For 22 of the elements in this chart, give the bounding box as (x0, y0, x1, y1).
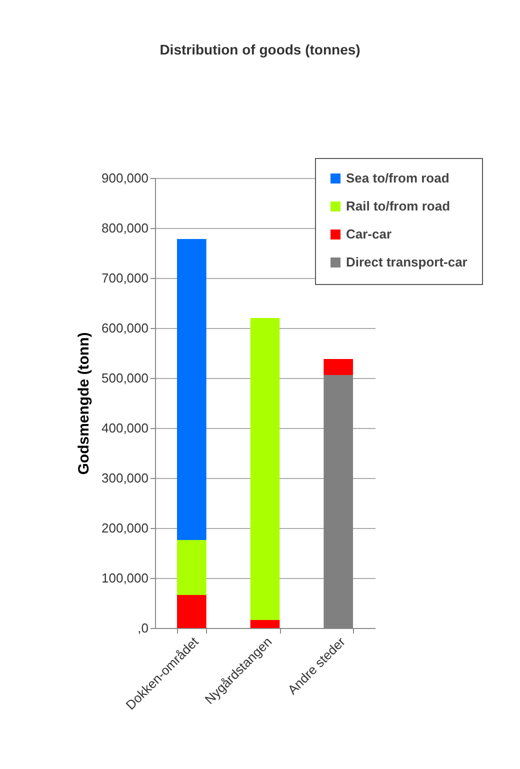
bar (324, 359, 353, 375)
legend-label: Rail to/from road (346, 198, 450, 214)
y-tick-label: 300,000 (102, 470, 148, 486)
chart-title: Distribution of goods (tonnes) (160, 42, 360, 58)
legend-label: Car-car (346, 226, 392, 242)
y-tick-label: 400,000 (102, 420, 148, 436)
bar (177, 540, 206, 595)
bar (177, 239, 206, 540)
bar (177, 595, 206, 628)
y-tick-label: 500,000 (102, 370, 148, 386)
y-tick-label: 100,000 (102, 570, 148, 586)
bar (250, 318, 280, 620)
y-tick-label: 700,000 (102, 270, 148, 286)
y-tick-label: 200,000 (102, 520, 148, 536)
y-tick-label: 900,000 (102, 170, 148, 186)
legend-label: Direct transport-car (346, 254, 468, 270)
legend-label: Sea to/from road (346, 170, 450, 186)
y-tick-label: ,0 (138, 620, 148, 636)
y-tick-label: 600,000 (102, 320, 148, 336)
y-axis-title: Godsmengde (tonn) (76, 332, 93, 475)
bar (250, 620, 280, 628)
y-tick-label: 800,000 (102, 220, 148, 236)
